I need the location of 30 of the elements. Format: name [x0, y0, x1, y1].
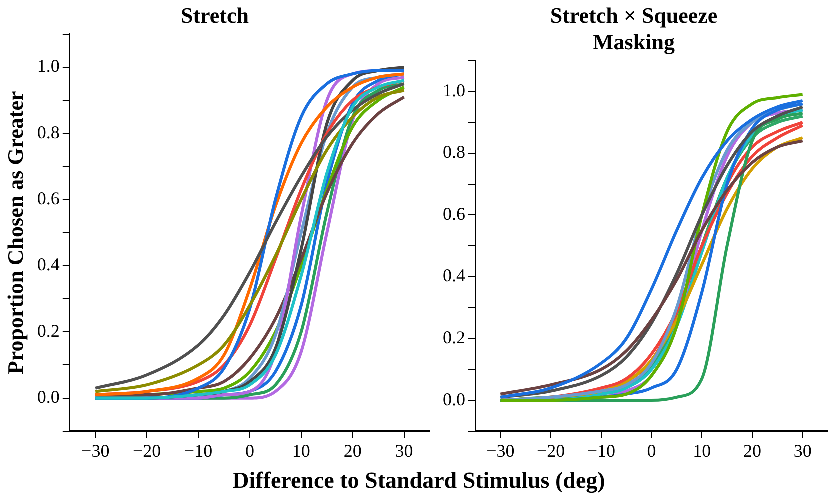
- y-tick-label: 0.8: [37, 122, 60, 142]
- chart-title: Stretch × Squeeze Masking: [550, 2, 718, 54]
- y-tick-label: 0.4: [443, 266, 466, 286]
- y-tick-label: 0.4: [37, 254, 60, 275]
- y-tick-label: 0.0: [443, 389, 466, 410]
- y-tick-label: 1.0: [443, 80, 466, 100]
- chart-title: Stretch: [180, 2, 250, 28]
- x-tick-label: 10: [292, 440, 310, 461]
- x-tick-label: 10: [693, 440, 712, 461]
- y-tick-label: 1.0: [37, 56, 60, 76]
- y-tick-label: 0.2: [37, 320, 60, 341]
- x-axis-title: Difference to Standard Stimulus (deg): [232, 468, 606, 494]
- x-tick-label: 0: [647, 440, 656, 461]
- y-tick-label: 0.6: [443, 204, 466, 224]
- x-tick-label: 0: [245, 440, 254, 461]
- x-tick-label: 20: [743, 440, 762, 461]
- x-tick-label: −10: [184, 440, 213, 461]
- x-tick-label: −30: [486, 440, 515, 461]
- x-tick-label: −20: [536, 440, 566, 461]
- x-tick-label: −30: [82, 440, 110, 461]
- y-tick-label: 0.0: [37, 387, 60, 408]
- x-tick-label: 30: [395, 440, 414, 461]
- y-axis-title: Proportion Chosen as Greater: [2, 91, 28, 375]
- y-tick-label: 0.8: [443, 142, 466, 162]
- y-tick-label: 0.2: [443, 327, 466, 348]
- x-tick-label: 20: [344, 440, 362, 461]
- x-tick-label: −20: [132, 440, 162, 461]
- x-tick-label: 30: [794, 440, 812, 461]
- y-tick-label: 0.6: [37, 188, 60, 209]
- x-tick-label: −10: [587, 440, 616, 461]
